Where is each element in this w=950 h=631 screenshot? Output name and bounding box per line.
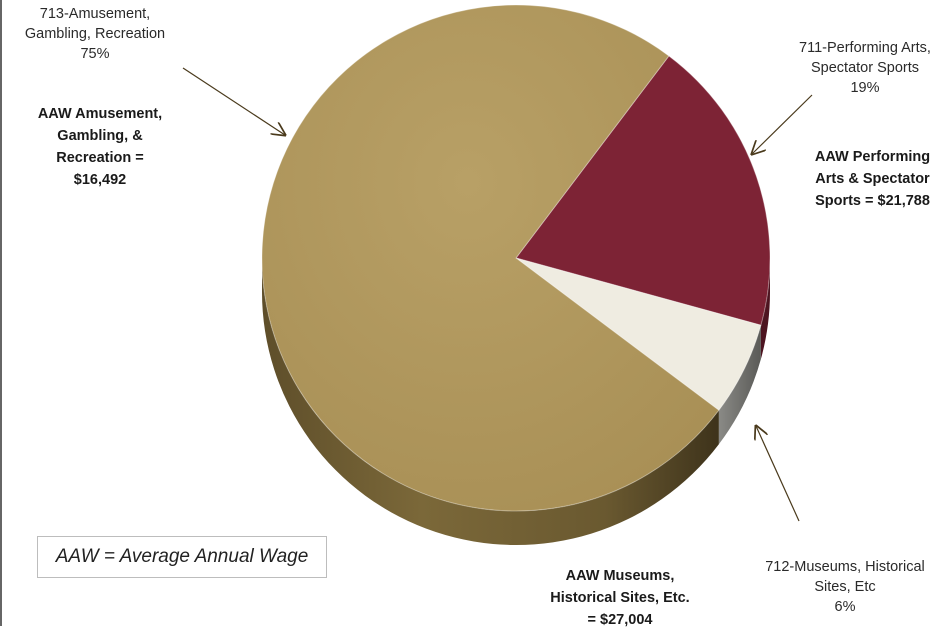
leader-arrow-711 [752,94,813,154]
pie-slice-1 [515,55,771,326]
aaw-performing-annotation: AAW Performing Arts & Spectator Sports =… [814,149,931,209]
pie-sides [262,258,770,545]
leader-arrow-713 [182,67,285,135]
leader-arrow-712 [756,426,800,522]
aaw-amusement-annotation: AAW Amusement, Gambling, & Recreation = … [37,106,163,188]
slice-label-713: 713-Amusement, Gambling, Recreation 75% [24,6,166,62]
slice-label-711: 711-Performing Arts, Spectator Sports 19… [799,40,931,96]
slice-label-712: 712-Museums, Historical Sites, Etc 6% [765,559,925,615]
pie-side-2 [718,325,761,445]
pie-slice-0 [261,4,720,512]
pie-top [261,4,771,512]
pie-slice-2 [515,257,762,411]
pie-side-1 [760,258,770,360]
pie-side-0 [262,258,719,545]
leader-arrows [182,67,813,522]
aaw-museums-annotation: AAW Museums, Historical Sites, Etc. = $2… [550,568,690,628]
aaw-definition-text: AAW = Average Annual Wage [55,546,309,567]
aaw-definition-note: AAW = Average Annual Wage [37,536,327,578]
